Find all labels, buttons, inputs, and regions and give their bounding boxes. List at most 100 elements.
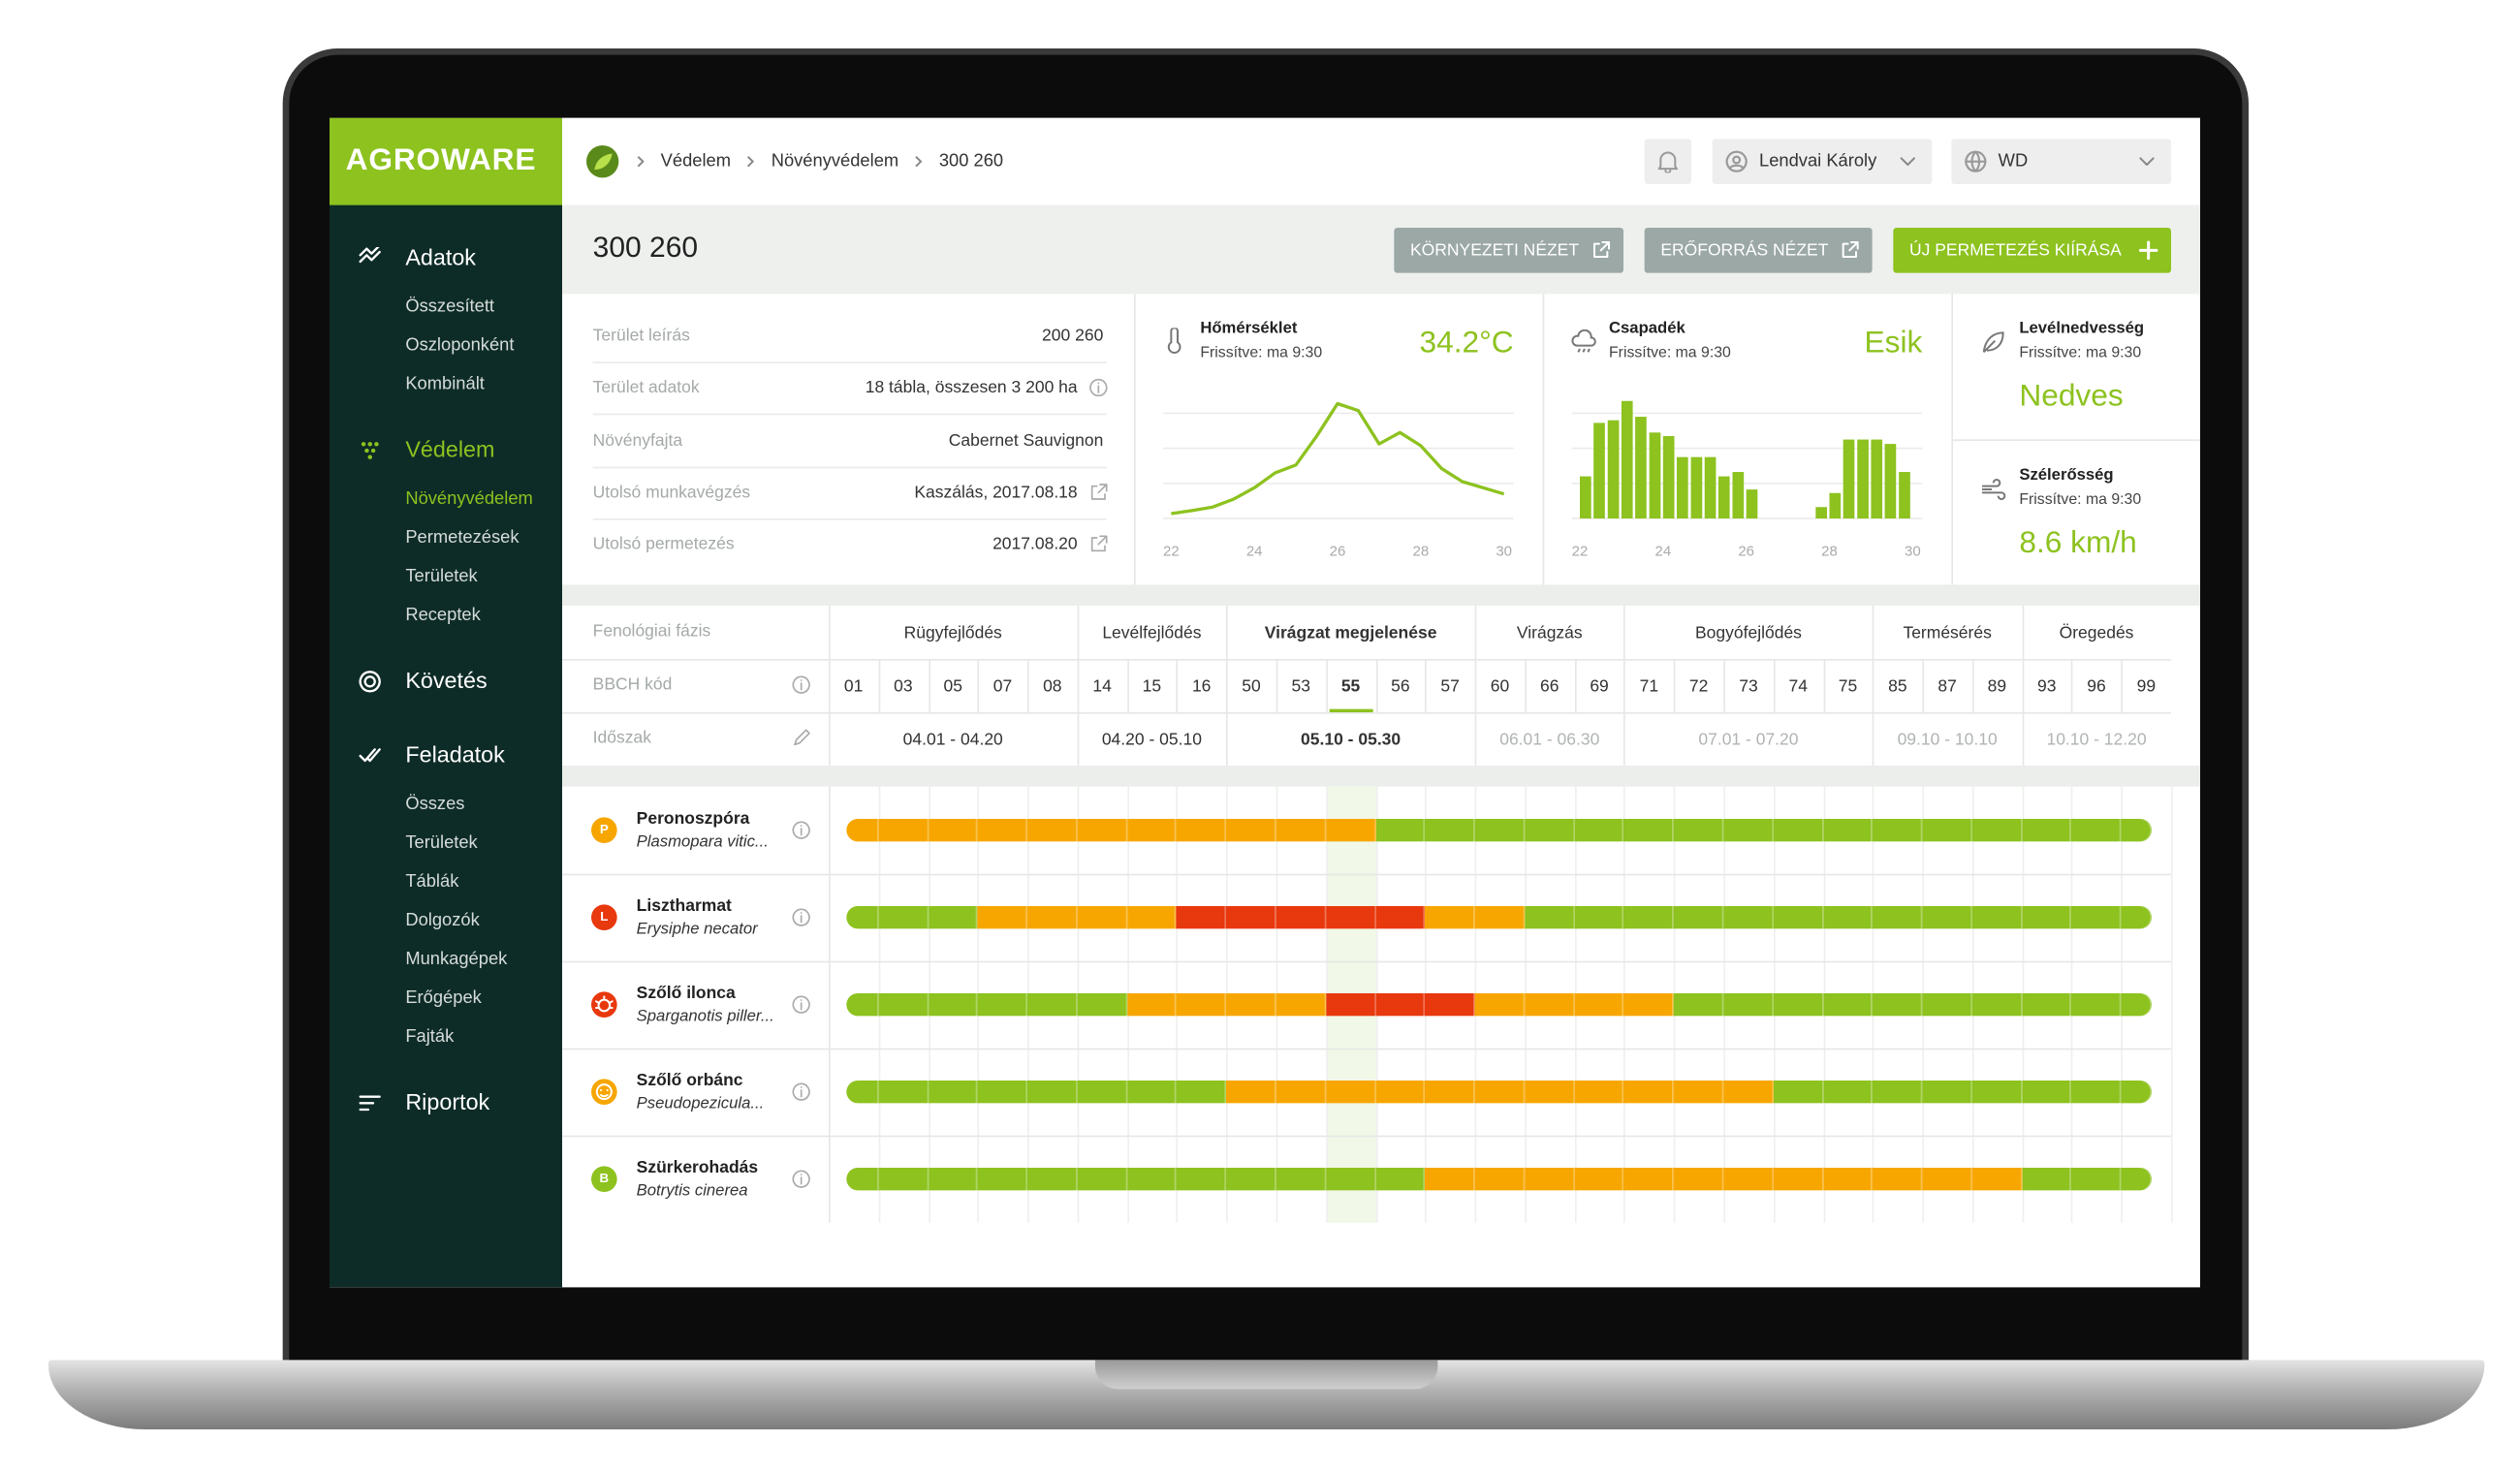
info-icon (1089, 379, 1108, 397)
info-icon-shape (1090, 483, 1108, 500)
precipitation-bar (1899, 472, 1910, 518)
risk-segment (2022, 1081, 2072, 1104)
risk-segment (1077, 819, 1127, 842)
phase-name: Rügyfejlődés (903, 623, 1002, 643)
dropdown-icon (1725, 150, 1748, 172)
disease-name[interactable]: Lisztharmat (636, 896, 732, 917)
nav-section[interactable]: Feladatok (405, 741, 505, 768)
disease-name[interactable]: Peronoszpóra (636, 809, 750, 830)
nav-item[interactable]: Erőgépek (405, 988, 482, 1008)
temperature-line (1171, 401, 1505, 516)
disease-name[interactable]: Szürkerohadás (636, 1158, 759, 1177)
risk-segment (1623, 906, 1675, 929)
disease-glyph-shape (595, 995, 614, 1013)
nav-item[interactable]: Dolgozók (405, 911, 480, 931)
nav-section[interactable]: Riportok (405, 1088, 490, 1114)
risk-segment (1276, 1081, 1326, 1104)
risk-segment (1922, 1081, 1972, 1104)
dropdown-label: Lendvai Károly (1759, 151, 1877, 172)
nav-section[interactable]: Adatok (405, 243, 476, 270)
nav-item[interactable]: Munkagépek (405, 950, 508, 970)
risk-segment (1723, 906, 1774, 929)
notification-button[interactable] (1644, 139, 1692, 185)
nav-item[interactable]: Területek (405, 567, 478, 586)
code-divider (1525, 659, 1527, 713)
app-screen: AGROWARE Adatok Összesített Oszloponként Ko… (330, 117, 2201, 1288)
risk-segment (1226, 1081, 1276, 1104)
risk-segment (1525, 906, 1575, 929)
risk-segment (1723, 993, 1774, 1017)
dropdown-icon (1965, 150, 1987, 172)
phase-name: Bogyófejlődés (1694, 623, 1802, 643)
risk-segment (1922, 993, 1972, 1017)
weather-updated: Frissítve: ma 9:30 (2019, 344, 2142, 362)
info-icon-shape (792, 995, 810, 1014)
risk-segment (846, 1081, 879, 1104)
nav-section[interactable]: Követés (405, 667, 488, 694)
risk-segment (977, 1168, 1028, 1191)
code-divider (2071, 659, 2074, 713)
risk-segment (1177, 1081, 1227, 1104)
risk-segment (1674, 906, 1724, 929)
disease-name[interactable]: Szőlő orbánc (636, 1071, 743, 1090)
code-divider (1971, 659, 1974, 713)
risk-segment (1773, 993, 1823, 1017)
nav-item[interactable]: Növényvédelem (405, 489, 533, 509)
nav-item[interactable]: Összesített (405, 297, 495, 317)
breadcrumb-item[interactable]: Védelem (660, 151, 732, 172)
dropdown-icon-shape (1965, 150, 1987, 172)
risk-segment (1773, 1081, 1823, 1104)
risk-segment (1822, 819, 1874, 842)
risk-segment (2022, 819, 2072, 842)
risk-segment (1623, 993, 1675, 1017)
nav-item[interactable]: Táblák (405, 872, 459, 893)
risk-segment (1773, 906, 1823, 929)
action-button[interactable]: KÖRNYEZETI NÉZET (1394, 228, 1624, 273)
disease-icon (591, 991, 617, 1018)
code-divider (1177, 659, 1179, 713)
nav-item[interactable]: Kombinált (405, 374, 485, 394)
nav-item[interactable]: Permetezések (405, 528, 520, 548)
risk-segment (1375, 906, 1426, 929)
bbch-code: 72 (1688, 676, 1709, 697)
button-label: ERŐFORRÁS NÉZET (1660, 240, 1829, 261)
risk-segment (1325, 819, 1376, 842)
nav-item[interactable]: Receptek (405, 606, 481, 626)
disease-glyph-shape (595, 1083, 613, 1101)
risk-segment (1674, 1081, 1724, 1104)
nav-item[interactable]: Területek (405, 833, 478, 854)
breadcrumb-item[interactable]: Növényvédelem (771, 151, 899, 172)
risk-segment (2022, 993, 2072, 1017)
logo[interactable]: AGROWARE (345, 143, 537, 178)
code-divider (977, 659, 980, 713)
nav-icon-shape (359, 748, 381, 763)
disease-name[interactable]: Szőlő ilonca (636, 984, 736, 1003)
bbch-code: 57 (1440, 676, 1460, 697)
action-button[interactable]: ÚJ PERMETEZÉS KIÍRÁSA (1893, 228, 2171, 273)
info-value: 200 260 (1042, 326, 1104, 346)
phase-name: Levélfejlődés (1102, 623, 1202, 643)
action-button[interactable]: ERŐFORRÁS NÉZET (1644, 228, 1873, 273)
dropdown[interactable]: WD (1951, 139, 2171, 185)
bbch-code: 60 (1490, 676, 1510, 697)
row-separator (562, 1048, 2171, 1050)
risk-segment (1027, 993, 1078, 1017)
info-icon (792, 821, 810, 839)
code-divider (1325, 659, 1328, 713)
nav-section[interactable]: Védelem (405, 436, 495, 462)
nav-item[interactable]: Oszloponként (405, 335, 515, 356)
info-icon-shape (1090, 535, 1108, 552)
nav-item[interactable]: Összes (405, 795, 465, 815)
code-divider (1723, 659, 1726, 713)
nav-item[interactable]: Fajták (405, 1027, 455, 1047)
phase-period: 07.01 - 07.20 (1698, 730, 1799, 750)
risk-segment (1971, 1081, 2023, 1104)
bbch-code: 03 (894, 676, 913, 697)
info-icon-shape (1089, 379, 1108, 397)
dropdown[interactable]: Lendvai Károly (1712, 139, 1933, 185)
risk-segment (1027, 1168, 1078, 1191)
nav-icon (361, 442, 379, 459)
info-icon (1090, 535, 1108, 552)
precipitation-bar (1815, 507, 1828, 518)
bbch-code: 69 (1590, 676, 1609, 697)
